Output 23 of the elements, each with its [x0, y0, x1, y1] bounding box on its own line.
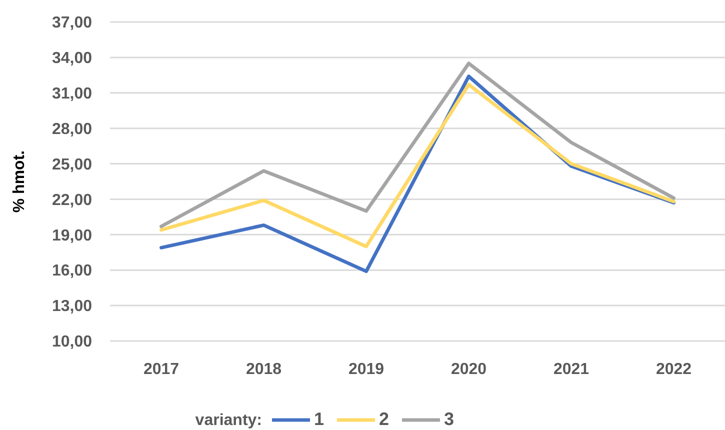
x-tick-label: 2018: [246, 361, 282, 378]
y-tick-label: 28,00: [52, 120, 92, 138]
y-tick-label: 22,00: [52, 192, 92, 209]
y-tick-label: 19,00: [52, 227, 92, 244]
y-tick-label: 31,00: [52, 85, 92, 102]
y-tick-label: 16,00: [52, 262, 92, 280]
legend-label: 3: [444, 409, 454, 429]
x-tick-label: 2019: [348, 361, 384, 378]
y-tick-label: 34,00: [52, 50, 92, 68]
y-tick-label: 13,00: [52, 298, 92, 316]
y-tick-label: 10,00: [52, 334, 92, 351]
x-tick-label: 2020: [450, 361, 487, 378]
x-tick-label: 2022: [656, 361, 692, 378]
x-tick-label: 2017: [143, 361, 180, 378]
y-tick-label: 37,00: [52, 14, 92, 32]
legend-label: 2: [379, 409, 390, 429]
legend-label: 1: [314, 409, 324, 429]
legend-title: varianty:: [195, 412, 262, 429]
line-series: [160, 62, 676, 228]
x-tick-label: 2021: [553, 361, 590, 378]
y-tick-label: 25,00: [52, 156, 92, 174]
y-axis-title: % hmot.: [11, 150, 28, 213]
line-series: [160, 82, 676, 248]
